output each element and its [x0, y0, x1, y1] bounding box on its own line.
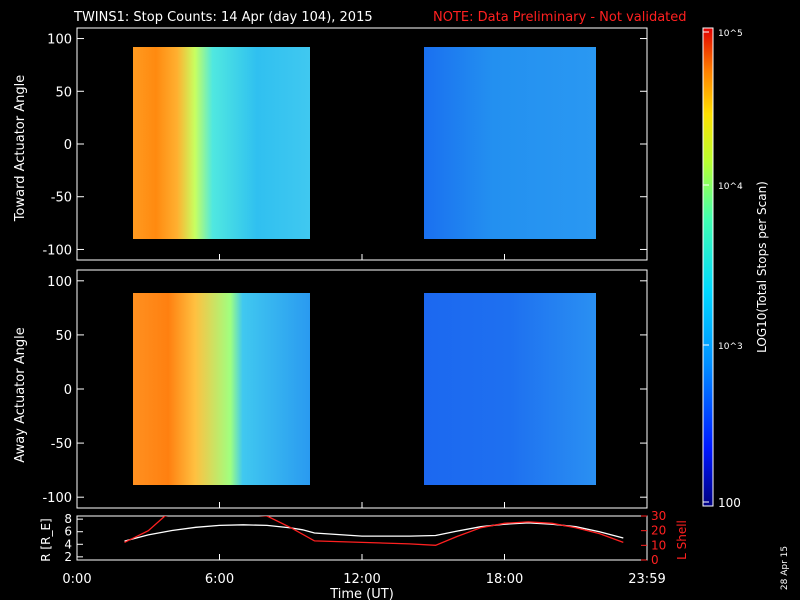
- x-tick-label: 12:00: [343, 572, 380, 587]
- colorbar-tick-label: 100: [718, 496, 741, 510]
- y-tick-label: 0: [64, 383, 72, 398]
- x-tick-label: 0:00: [62, 572, 91, 587]
- toward-ylabel: Toward Actuator Angle: [13, 75, 28, 222]
- y-tick-label: -50: [51, 437, 72, 452]
- x-tick-label: 23:59: [628, 572, 665, 587]
- away-ylabel: Away Actuator Angle: [13, 327, 28, 462]
- x-tick-label: 6:00: [205, 572, 234, 587]
- orbit-series: [124, 516, 624, 546]
- x-tick-label: 18:00: [486, 572, 523, 587]
- date-stamp: 28 Apr 15: [780, 546, 790, 590]
- colorbar-scale: [702, 27, 714, 507]
- colorbar-tick-label: 10^3: [718, 342, 743, 352]
- colorbar-tick-label: 10^4: [718, 182, 743, 192]
- toward-block-b: [424, 47, 596, 239]
- y-tick-label: 50: [55, 85, 72, 100]
- colorbar-tick-label: 10^5: [718, 29, 743, 39]
- orbit-plot-frame: [76, 515, 648, 561]
- figure-title: TWINS1: Stop Counts: 14 Apr (day 104), 2…: [73, 10, 373, 25]
- y-tick-label: -100: [42, 491, 72, 506]
- x-axis-label: Time (UT): [329, 587, 394, 600]
- away-panel: -100 -50 0 50 100 Away Actuator Angle: [13, 269, 648, 509]
- r-tick-label: 4: [64, 537, 72, 551]
- r-tick-label: 2: [64, 550, 72, 564]
- toward-panel: -100 -50 0 50 100 Toward Actuator Angle: [13, 27, 648, 261]
- away-y-axis: -100 -50 0 50 100: [42, 275, 648, 508]
- l-tick-label: 20: [651, 524, 666, 538]
- l-tick-label: 30: [651, 509, 666, 523]
- r-tick-label: 6: [64, 525, 72, 539]
- away-block-a: [133, 293, 310, 485]
- colorbar-ticks: 10^5 10^4 10^3 100: [703, 29, 743, 510]
- colorbar-label: LOG10(Total Stops per Scan): [755, 181, 769, 353]
- y-tick-label: -100: [42, 243, 72, 258]
- y-tick-label: 0: [64, 138, 72, 153]
- away-block-b: [424, 293, 596, 485]
- toward-block-a: [133, 47, 310, 239]
- l-shell-axis-label: L Shell: [675, 520, 689, 560]
- r-axis-label: R [R_E]: [39, 518, 53, 561]
- l-tick-label: 0: [651, 553, 659, 567]
- y-tick-label: -50: [51, 191, 72, 206]
- r-series-line: [124, 522, 624, 542]
- colorbar: 10^5 10^4 10^3 100 LOG10(Total Stops per Sc…: [702, 27, 769, 510]
- toward-y-axis: -100 -50 0 50 100: [42, 33, 648, 260]
- r-tick-label: 8: [64, 512, 72, 526]
- l-shell-series-line: [124, 516, 624, 546]
- y-tick-label: 100: [47, 33, 72, 48]
- y-tick-label: 50: [55, 329, 72, 344]
- y-tick-label: 100: [47, 275, 72, 290]
- l-tick-label: 10: [651, 538, 666, 552]
- preliminary-note: NOTE: Data Preliminary - Not validated: [433, 10, 687, 25]
